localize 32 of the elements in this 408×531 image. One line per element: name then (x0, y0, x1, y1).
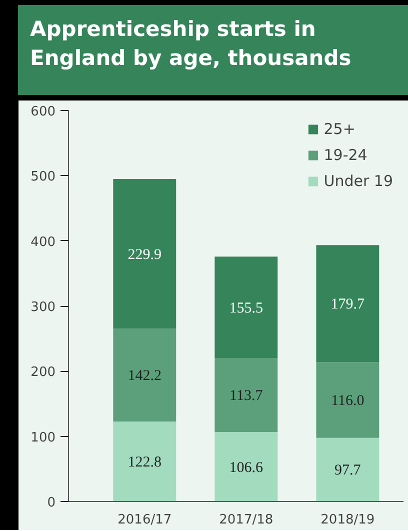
data-label: 106.6 (229, 460, 264, 476)
legend-label: Under 19 (324, 172, 393, 190)
data-label: 229.9 (128, 246, 162, 263)
chart-title: Apprenticeship starts in England by age, thousands (30, 16, 352, 72)
bar (214, 432, 278, 502)
bar (214, 358, 278, 432)
bar (113, 421, 176, 502)
data-label: 97.7 (334, 462, 362, 479)
data-label: 155.5 (229, 300, 264, 316)
data-label: 122.8 (128, 454, 162, 470)
data-label: 116.0 (331, 393, 364, 410)
y-tick-label: 500 (30, 170, 56, 185)
y-tick-label: 600 (30, 104, 56, 120)
x-tick-label: 2018/19 (320, 512, 375, 528)
y-tick-label: 400 (30, 234, 56, 250)
y-tick-label: 200 (30, 365, 56, 380)
bar (113, 328, 176, 422)
bar (316, 438, 380, 502)
bar (113, 178, 176, 329)
data-label: 113.7 (230, 388, 264, 404)
bar (316, 245, 380, 362)
x-tick-label: 2016/17 (118, 512, 172, 528)
bar (214, 256, 278, 358)
data-label: 179.7 (330, 296, 366, 313)
y-tick-label: 300 (30, 300, 56, 315)
legend-label: 25+ (324, 120, 356, 138)
y-tick-label: 100 (30, 430, 56, 446)
bar (316, 362, 380, 438)
y-tick-label: 0 (47, 496, 56, 510)
legend-label: 19-24 (324, 146, 368, 164)
x-tick-label: 2017/18 (219, 512, 274, 528)
data-label: 142.2 (128, 368, 162, 384)
